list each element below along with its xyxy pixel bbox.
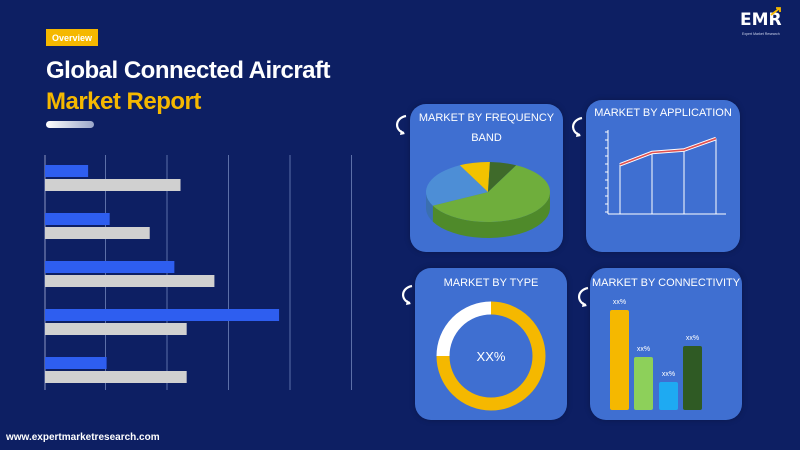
page-title-line2: Market Report [46, 88, 201, 115]
overview-badge: Overview [46, 29, 98, 46]
pie-slice-side [426, 192, 433, 222]
decorative-pill [46, 121, 94, 128]
pie-slice [459, 162, 490, 192]
page-title-line1: Global Connected Aircraft [46, 57, 330, 84]
bar-value-label: xx% [662, 371, 675, 378]
connectivity-bar [610, 310, 629, 410]
donut-center-label: XX% [477, 349, 506, 364]
type-donut-chart: XX% [436, 301, 546, 411]
frequency-band-pie-chart [426, 162, 550, 238]
logo-arrow-icon [770, 7, 781, 16]
circular-arrow-icon [572, 116, 583, 137]
connectivity-bar [634, 357, 653, 410]
bar-series-1 [45, 261, 175, 273]
bar-series-1 [45, 309, 280, 321]
panel-application-title: MARKET BY APPLICATION [594, 107, 732, 119]
application-line-chart [605, 130, 726, 215]
bar-series-1 [45, 165, 89, 177]
decorative-horizontal-bar-chart [44, 155, 352, 390]
pie-slice [426, 165, 488, 206]
panel-type: MARKET BY TYPE XX% [415, 268, 567, 420]
circular-arrow-icon [402, 284, 413, 305]
line-series [619, 137, 717, 166]
bar-series-2 [45, 323, 187, 335]
emr-logo: EMR Expert Market Research [740, 7, 792, 40]
bar-series-2 [45, 275, 215, 287]
connectivity-bar [659, 382, 678, 410]
bar-value-label: xx% [637, 346, 650, 353]
donut-segment [436, 301, 546, 411]
circular-arrow-icon [578, 286, 589, 307]
bar-series-2 [45, 227, 150, 239]
circular-arrow-icon [396, 114, 407, 135]
panel-connectivity: MARKET BY CONNECTIVITY xx% xx% xx% xx% [590, 268, 742, 420]
connectivity-bar [683, 346, 702, 410]
pie-slice [432, 165, 550, 222]
bar-value-label: xx% [613, 299, 626, 306]
bar-series-1 [45, 357, 107, 369]
pie-slice-side [432, 192, 550, 238]
panel-frequency-band: MARKET BY FREQUENCY BAND [410, 104, 563, 252]
panel-frequency-title: MARKET BY FREQUENCY [418, 112, 555, 124]
pie-slice [488, 162, 517, 192]
logo-tagline: Expert Market Research [742, 32, 780, 36]
footer-url[interactable]: www.expertmarketresearch.com [6, 432, 160, 443]
connectivity-bar-chart: xx% xx% xx% xx% [610, 299, 702, 410]
bar-series-2 [45, 179, 181, 191]
donut-segment [436, 301, 492, 357]
panel-type-title: MARKET BY TYPE [443, 277, 539, 289]
bar-value-label: xx% [686, 335, 699, 342]
panel-connectivity-title: MARKET BY CONNECTIVITY [591, 277, 741, 289]
bar-series-2 [45, 371, 187, 383]
panel-application: MARKET BY APPLICATION [586, 100, 740, 252]
panel-frequency-subtitle: BAND [471, 132, 502, 144]
bar-series-1 [45, 213, 110, 225]
